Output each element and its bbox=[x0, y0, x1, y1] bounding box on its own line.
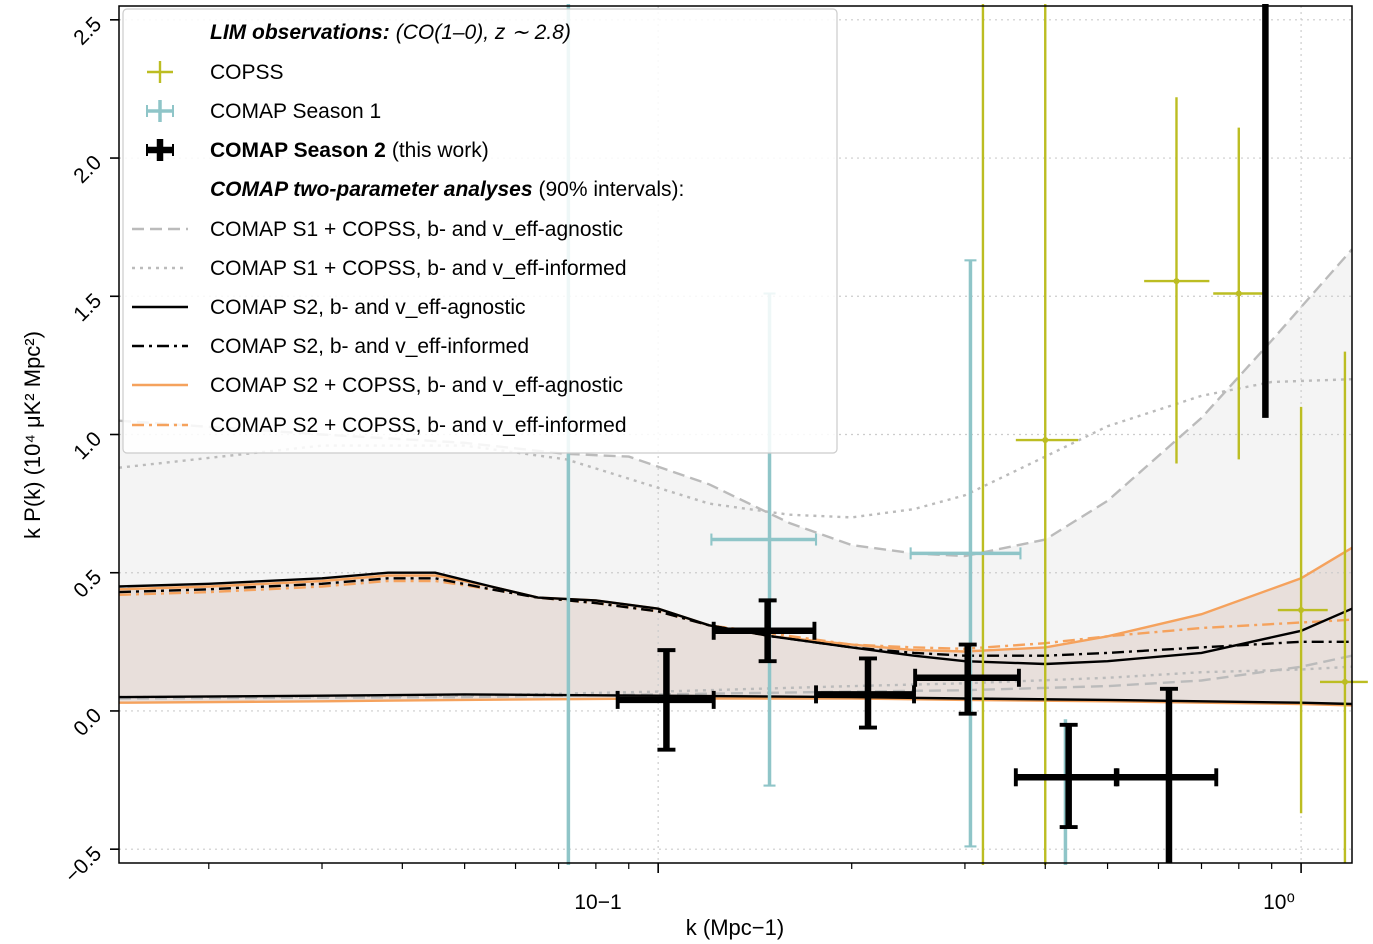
model-curves bbox=[118, 248, 1353, 707]
y-tick-label-5: 2.0 bbox=[69, 151, 106, 188]
curve-s2_informed_upper bbox=[118, 577, 1352, 657]
errorbar-0-2 bbox=[1144, 97, 1210, 464]
legend-header-2: COMAP two-parameter analyses (90% interva… bbox=[210, 178, 684, 201]
legend-comap-s1: COMAP Season 1 bbox=[210, 100, 381, 123]
legend-s1-copss-informed: COMAP S1 + COPSS, b- and v_eff-informed bbox=[210, 257, 627, 280]
errorbar-2-4 bbox=[1013, 722, 1118, 830]
errorbar-marker bbox=[1341, 678, 1348, 685]
errorbar-1-2 bbox=[909, 259, 1022, 848]
curve-s1_copss_informed_upper bbox=[118, 378, 1353, 519]
errorbar-2-1 bbox=[711, 598, 817, 664]
legend-comap-s2: COMAP Season 2 (this work) bbox=[210, 139, 489, 162]
legend-s2-copss-agnostic: COMAP S2 + COPSS, b- and v_eff-agnostic bbox=[210, 374, 623, 397]
legend-header-1: LIM observations: (CO(1–0), z ∼ 2.8) bbox=[210, 21, 571, 44]
legend-s2-copss-informed: COMAP S2 + COPSS, b- and v_eff-informed bbox=[210, 414, 627, 437]
errorbar-marker bbox=[1235, 290, 1242, 297]
legend: LIM observations: (CO(1–0), z ∼ 2.8) COPS… bbox=[122, 8, 838, 454]
errorbar-marker bbox=[1173, 278, 1180, 285]
legend-box bbox=[122, 8, 838, 454]
errorbar-0-3 bbox=[1213, 127, 1266, 460]
errorbar-0-4 bbox=[1277, 406, 1328, 814]
errorbar-2-0 bbox=[615, 648, 716, 752]
errorbar-marker bbox=[1298, 607, 1305, 614]
legend-handles bbox=[132, 61, 188, 427]
s2-interval-fill bbox=[119, 547, 1352, 706]
y-tick-label-3: 1.0 bbox=[69, 427, 106, 464]
x-tick-label-0: 10−1 bbox=[574, 891, 621, 914]
legend-copss: COPSS bbox=[210, 61, 284, 84]
interval-fills bbox=[119, 249, 1352, 706]
errorbar-2-3 bbox=[913, 642, 1021, 716]
curve-s2_lower bbox=[118, 697, 1353, 707]
legend-s2-informed: COMAP S2, b- and v_eff-informed bbox=[210, 335, 529, 358]
legend-s1-copss-agnostic: COMAP S1 + COPSS, b- and v_eff-agnostic bbox=[210, 218, 623, 241]
x-axis-label: k (Mpc−1) bbox=[686, 915, 784, 940]
errorbar-marker bbox=[1042, 437, 1049, 444]
y-tick-label-1: 0.0 bbox=[69, 704, 106, 741]
y-tick-label-2: 0.5 bbox=[69, 566, 106, 603]
x-tick-label-1: 10⁰ bbox=[1263, 891, 1295, 914]
y-tick-label-6: 2.5 bbox=[69, 13, 106, 50]
errorbar-2-5 bbox=[1115, 686, 1219, 863]
errorbar-0-5 bbox=[1319, 351, 1368, 863]
y-tick-label-0: −0.5 bbox=[61, 842, 107, 888]
errorbar-0-1 bbox=[1015, 4, 1079, 865]
y-axis-label: k P(k) (10⁴ μK² Mpc²) bbox=[20, 331, 45, 539]
legend-s2-agnostic: COMAP S2, b- and v_eff-agnostic bbox=[210, 296, 526, 319]
y-tick-label-4: 1.5 bbox=[69, 289, 106, 326]
curve-s2_lower_black bbox=[118, 693, 1353, 706]
errorbar-2-2 bbox=[814, 656, 916, 730]
